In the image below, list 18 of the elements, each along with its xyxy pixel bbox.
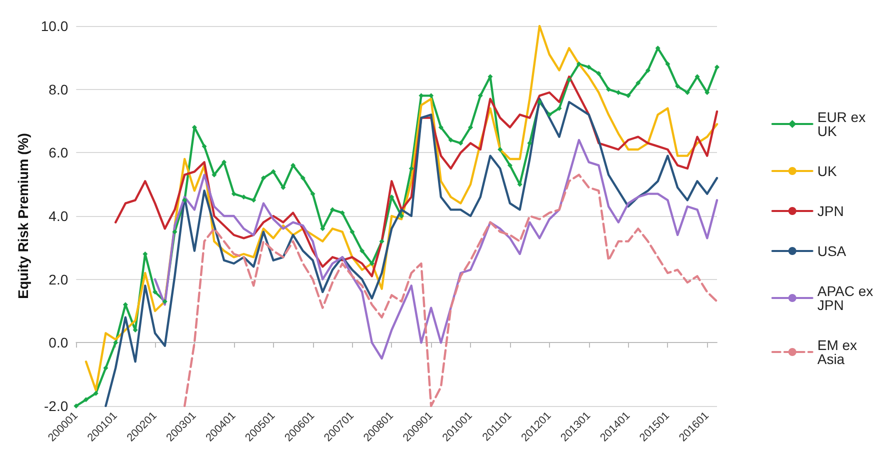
legend-label: JPN (817, 203, 844, 219)
line-series (104, 98, 718, 408)
legend-label: EUR ex UK (817, 109, 870, 139)
y-tick-label: 4.0 (48, 208, 68, 224)
legend-label: EM ex Asia (817, 337, 861, 367)
y-tick-label: -2.0 (44, 398, 68, 414)
line-series (154, 138, 718, 360)
line-series (114, 76, 718, 278)
y-tick-label: 2.0 (48, 271, 68, 288)
y-tick-label: 10.0 (40, 18, 68, 34)
legend-label: UK (817, 163, 838, 179)
y-axis-title: Equity Risk Premium (%) (15, 133, 31, 299)
y-tick-label: 8.0 (48, 81, 68, 98)
legend-label: USA (817, 243, 847, 259)
y-tick-label: 0.0 (48, 334, 68, 351)
y-tick-label: 6.0 (48, 144, 68, 161)
line-series (184, 174, 718, 408)
legend-label: APAC ex JPN (817, 283, 878, 313)
